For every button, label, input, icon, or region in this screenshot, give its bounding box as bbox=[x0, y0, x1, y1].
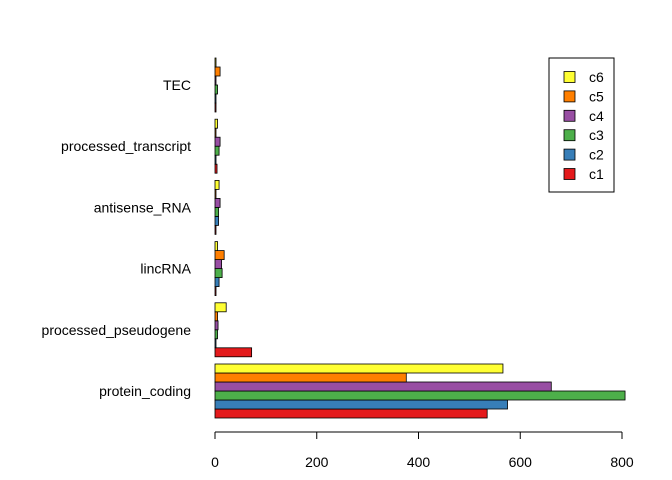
x-tick-label: 600 bbox=[509, 454, 533, 470]
bar-protein_coding-c5 bbox=[214, 372, 407, 383]
bars-group bbox=[214, 57, 626, 419]
legend-swatch-c1 bbox=[563, 168, 576, 180]
bar-antisense_RNA-c4 bbox=[214, 197, 221, 208]
bar-processed_pseudogene-c6 bbox=[214, 302, 227, 313]
legend-label-c6: c6 bbox=[589, 69, 604, 85]
bar-antisense_RNA-c3 bbox=[214, 206, 219, 217]
bar-antisense_RNA-c2 bbox=[214, 215, 219, 226]
bar-lincRNA-c4 bbox=[214, 259, 223, 270]
x-tick-label: 400 bbox=[407, 454, 431, 470]
bar-lincRNA-c2 bbox=[214, 277, 220, 288]
bar-protein_coding-c1 bbox=[214, 408, 488, 419]
legend-swatch-c6 bbox=[563, 71, 576, 83]
bar-antisense_RNA-c6 bbox=[214, 179, 220, 190]
bar-antisense_RNA-c1 bbox=[214, 224, 217, 235]
x-tick-label: 0 bbox=[211, 454, 219, 470]
legend-swatch-c2 bbox=[563, 148, 576, 161]
bar-lincRNA-c5 bbox=[214, 250, 225, 261]
x-axis: 0 200 400 600 800 bbox=[211, 431, 634, 470]
category-label: protein_coding bbox=[99, 383, 191, 399]
bar-antisense_RNA-c5 bbox=[214, 188, 217, 199]
bar-TEC-c4 bbox=[214, 75, 217, 86]
bar-processed_pseudogene-c4 bbox=[214, 320, 219, 331]
bar-processed_pseudogene-c3 bbox=[214, 329, 218, 340]
bar-processed_pseudogene-c5 bbox=[214, 311, 218, 322]
bar-TEC-c5 bbox=[214, 66, 221, 77]
legend-label-c4: c4 bbox=[589, 108, 604, 124]
legend-swatch-c3 bbox=[563, 129, 576, 142]
bar-processed_transcript-c5 bbox=[214, 127, 217, 138]
legend: c6 c5 c4 c3 c2 c1 bbox=[548, 57, 615, 193]
bar-processed_transcript-c4 bbox=[214, 136, 221, 147]
bar-protein_coding-c6 bbox=[214, 363, 504, 374]
bar-processed_transcript-c3 bbox=[214, 145, 220, 156]
bar-processed_pseudogene-c2 bbox=[214, 338, 217, 349]
bar-protein_coding-c3 bbox=[214, 390, 626, 401]
bar-lincRNA-c3 bbox=[214, 268, 223, 279]
category-label: TEC bbox=[163, 77, 191, 93]
bar-TEC-c6 bbox=[214, 57, 217, 68]
bar-processed_transcript-c2 bbox=[214, 154, 217, 165]
bar-processed_pseudogene-c1 bbox=[214, 347, 253, 358]
bar-processed_transcript-c1 bbox=[214, 163, 218, 174]
legend-label-c3: c3 bbox=[589, 127, 604, 143]
legend-label-c1: c1 bbox=[589, 166, 604, 182]
legend-label-c5: c5 bbox=[589, 88, 604, 104]
bar-protein_coding-c4 bbox=[214, 381, 552, 392]
x-tick-label: 200 bbox=[305, 454, 329, 470]
bar-lincRNA-c6 bbox=[214, 241, 218, 252]
bar-processed_transcript-c6 bbox=[214, 118, 218, 129]
bar-protein_coding-c2 bbox=[214, 399, 508, 410]
category-label: lincRNA bbox=[140, 261, 191, 277]
bar-TEC-c1 bbox=[214, 102, 217, 113]
category-label: processed_pseudogene bbox=[42, 322, 192, 338]
category-label: processed_transcript bbox=[61, 138, 191, 154]
bar-TEC-c2 bbox=[214, 93, 217, 104]
bar-TEC-c3 bbox=[214, 84, 218, 95]
legend-box bbox=[548, 57, 615, 193]
legend-swatch-c4 bbox=[563, 109, 576, 122]
bar-lincRNA-c1 bbox=[214, 286, 217, 297]
legend-swatch-c5 bbox=[563, 90, 576, 103]
x-tick-label: 800 bbox=[610, 454, 634, 470]
category-label: antisense_RNA bbox=[94, 199, 192, 215]
category-labels: protein_coding processed_pseudogene lincRN… bbox=[42, 77, 192, 399]
legend-label-c2: c2 bbox=[589, 147, 604, 163]
